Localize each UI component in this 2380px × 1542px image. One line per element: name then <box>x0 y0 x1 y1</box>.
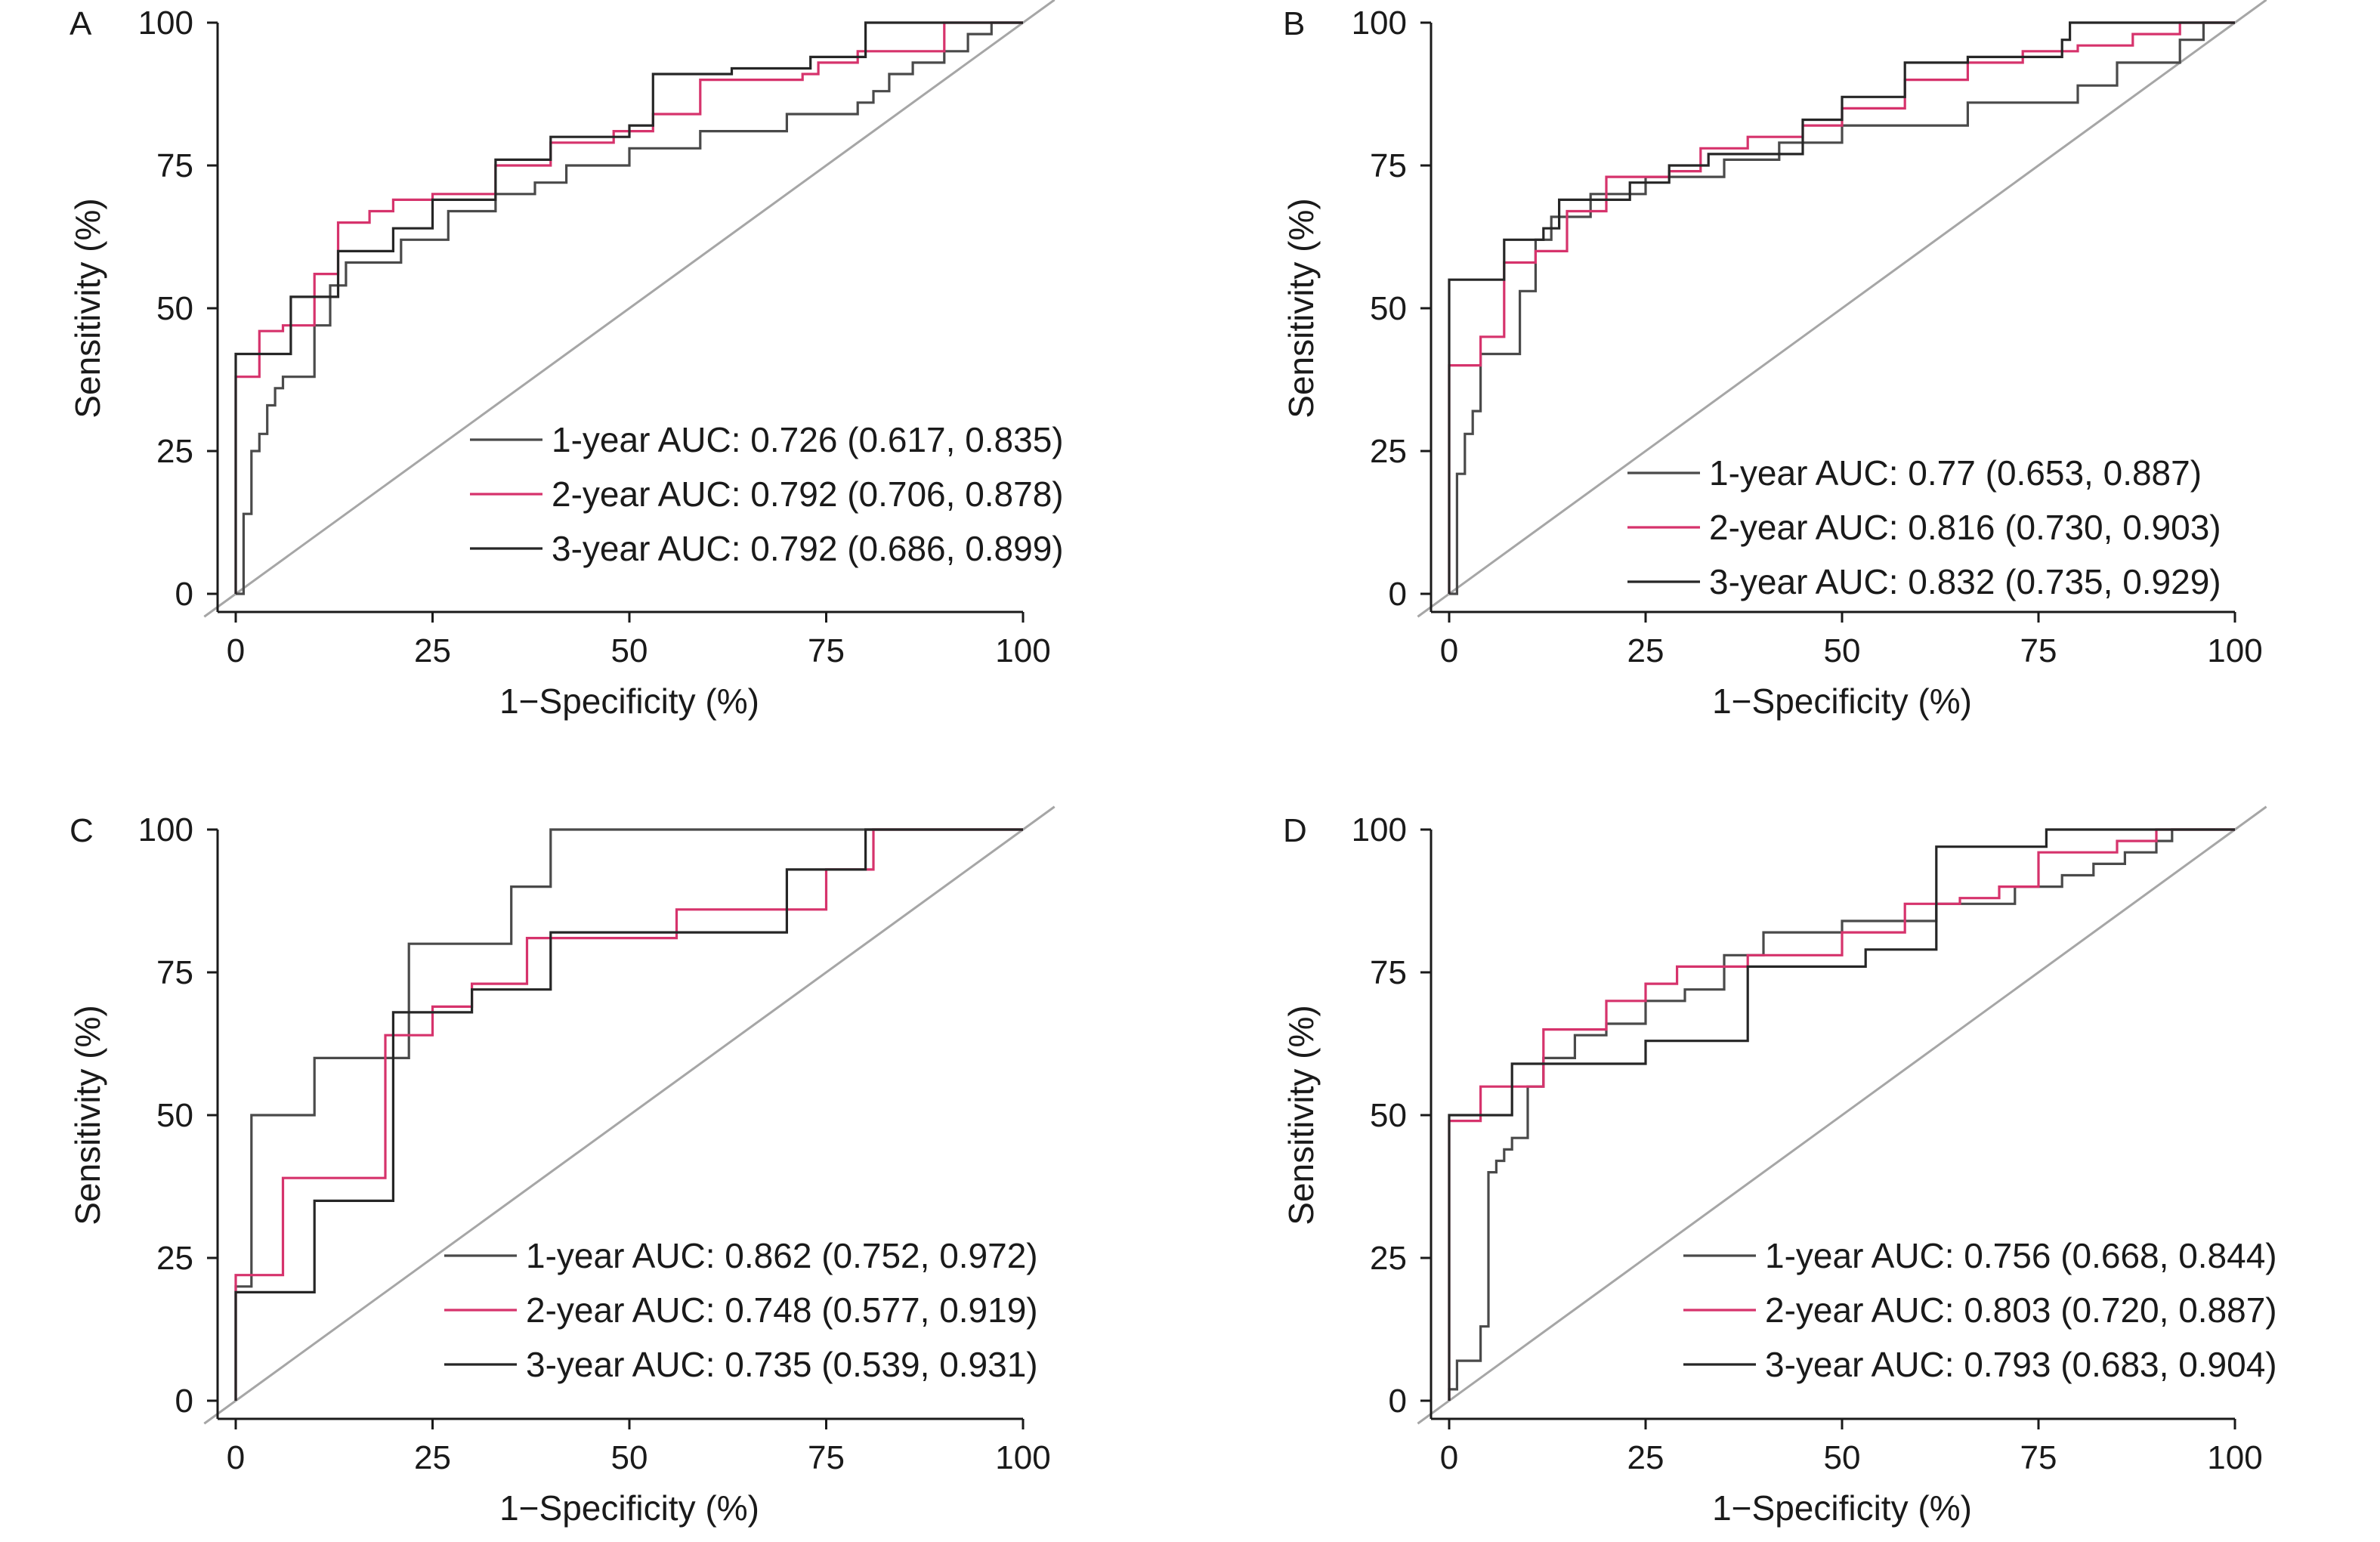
y-tick-label: 0 <box>175 576 193 613</box>
reference-diagonal-line <box>203 0 1056 618</box>
y-tick-label: 100 <box>1352 5 1407 42</box>
legend-label: 2-year AUC: 0.748 (0.577, 0.919) <box>526 1290 1038 1330</box>
roc-curve-3-year <box>1448 21 2235 594</box>
legend-label: 2-year AUC: 0.792 (0.706, 0.878) <box>552 474 1064 514</box>
legend-label: 2-year AUC: 0.816 (0.730, 0.903) <box>1709 508 2221 547</box>
legend: 1-year AUC: 0.77 (0.653, 0.887) 2-year AU… <box>1627 453 2221 601</box>
x-tick-label: 75 <box>808 1439 845 1476</box>
x-tick-label: 100 <box>995 632 1050 669</box>
x-axis-title: 1−Specificity (%) <box>1712 681 1972 721</box>
x-tick-label: 50 <box>1824 1439 1861 1476</box>
x-tick-label: 25 <box>414 632 451 669</box>
roc-curve-3-year <box>1448 828 2235 1401</box>
roc-panel-b: 0 25 50 75 100 0 25 50 75 100 1−Specificity (%) Sen… <box>1281 0 2267 721</box>
y-tick-label: 75 <box>1370 954 1407 991</box>
y-tick-label: 0 <box>1389 1383 1407 1420</box>
x-tick-label: 0 <box>227 1439 245 1476</box>
legend-label: 1-year AUC: 0.726 (0.617, 0.835) <box>552 420 1064 459</box>
x-axis-title: 1−Specificity (%) <box>499 681 759 721</box>
y-tick-label: 0 <box>1389 576 1407 613</box>
roc-curve-1-year <box>236 21 1023 595</box>
x-tick-label: 75 <box>2020 1439 2057 1476</box>
x-axis-title: 1−Specificity (%) <box>1712 1488 1972 1528</box>
y-tick-label: 100 <box>1352 811 1407 848</box>
y-tick-label: 50 <box>156 290 193 327</box>
y-tick-label: 100 <box>138 811 193 848</box>
legend-label: 3-year AUC: 0.735 (0.539, 0.931) <box>526 1345 1038 1384</box>
roc-curve-1-year <box>234 828 1023 1401</box>
y-tick-label: 50 <box>156 1097 193 1134</box>
x-tick-label: 0 <box>1440 632 1458 669</box>
panel-label: B <box>1283 5 1305 42</box>
roc-curve-1-year <box>1449 21 2235 595</box>
y-tick-label: 25 <box>1370 433 1407 470</box>
roc-panel-d: 0 25 50 75 100 0 25 50 75 100 1−Specificity (%) Sen… <box>1281 805 2277 1528</box>
y-tick-label: 75 <box>156 147 193 184</box>
y-tick-label: 50 <box>1370 1097 1407 1134</box>
y-tick-label: 25 <box>156 433 193 470</box>
legend-label: 2-year AUC: 0.803 (0.720, 0.887) <box>1765 1290 2277 1330</box>
legend: 1-year AUC: 0.726 (0.617, 0.835) 2-year A… <box>470 420 1064 568</box>
y-tick-label: 25 <box>1370 1240 1407 1277</box>
reference-diagonal-line <box>203 805 1056 1425</box>
x-tick-label: 25 <box>414 1439 451 1476</box>
y-axis-title: Sensitivity (%) <box>1281 1005 1321 1225</box>
legend: 1-year AUC: 0.756 (0.668, 0.844) 2-year A… <box>1683 1236 2277 1384</box>
y-tick-label: 25 <box>156 1240 193 1277</box>
legend-label: 3-year AUC: 0.793 (0.683, 0.904) <box>1765 1345 2277 1384</box>
y-tick-label: 0 <box>175 1383 193 1420</box>
legend: 1-year AUC: 0.862 (0.752, 0.972) 2-year A… <box>444 1236 1038 1384</box>
legend-label: 3-year AUC: 0.792 (0.686, 0.899) <box>552 529 1064 568</box>
x-tick-label: 0 <box>1440 1439 1458 1476</box>
x-tick-label: 100 <box>2207 1439 2262 1476</box>
legend-label: 1-year AUC: 0.756 (0.668, 0.844) <box>1765 1236 2277 1275</box>
legend-label: 3-year AUC: 0.832 (0.735, 0.929) <box>1709 562 2221 601</box>
roc-curve-2-year <box>1448 21 2235 594</box>
x-tick-label: 25 <box>1627 1439 1664 1476</box>
roc-curve-3-year <box>234 21 1023 594</box>
x-tick-label: 0 <box>227 632 245 669</box>
x-tick-label: 25 <box>1627 632 1664 669</box>
y-tick-label: 75 <box>1370 147 1407 184</box>
reference-diagonal-line <box>1417 0 2267 618</box>
x-axis-title: 1−Specificity (%) <box>499 1488 759 1528</box>
x-tick-label: 75 <box>808 632 845 669</box>
panel-label: D <box>1283 812 1307 849</box>
y-axis-title: Sensitivity (%) <box>1281 198 1321 418</box>
panel-label: C <box>70 812 94 849</box>
x-tick-label: 100 <box>2207 632 2262 669</box>
y-axis-title: Sensitivity (%) <box>68 198 107 418</box>
roc-curve-3-year <box>234 828 1023 1401</box>
y-tick-label: 50 <box>1370 290 1407 327</box>
legend-label: 1-year AUC: 0.862 (0.752, 0.972) <box>526 1236 1038 1275</box>
y-tick-label: 100 <box>138 5 193 42</box>
panel-label: A <box>70 5 92 42</box>
legend-label: 1-year AUC: 0.77 (0.653, 0.887) <box>1709 453 2202 493</box>
x-tick-label: 75 <box>2020 632 2057 669</box>
roc-panel-a: 0 25 50 75 100 0 25 50 75 100 1−Specificity (%) Sen… <box>68 0 1064 721</box>
roc-panel-c: 0 25 50 75 100 0 25 50 75 100 1−Specificity (%) Sen… <box>68 805 1056 1528</box>
x-tick-label: 50 <box>611 1439 648 1476</box>
y-tick-label: 75 <box>156 954 193 991</box>
reference-diagonal-line <box>1417 805 2267 1425</box>
roc-curve-2-year <box>1448 828 2235 1401</box>
x-tick-label: 100 <box>995 1439 1050 1476</box>
x-tick-label: 50 <box>1824 632 1861 669</box>
y-axis-title: Sensitivity (%) <box>68 1005 107 1225</box>
x-tick-label: 50 <box>611 632 648 669</box>
